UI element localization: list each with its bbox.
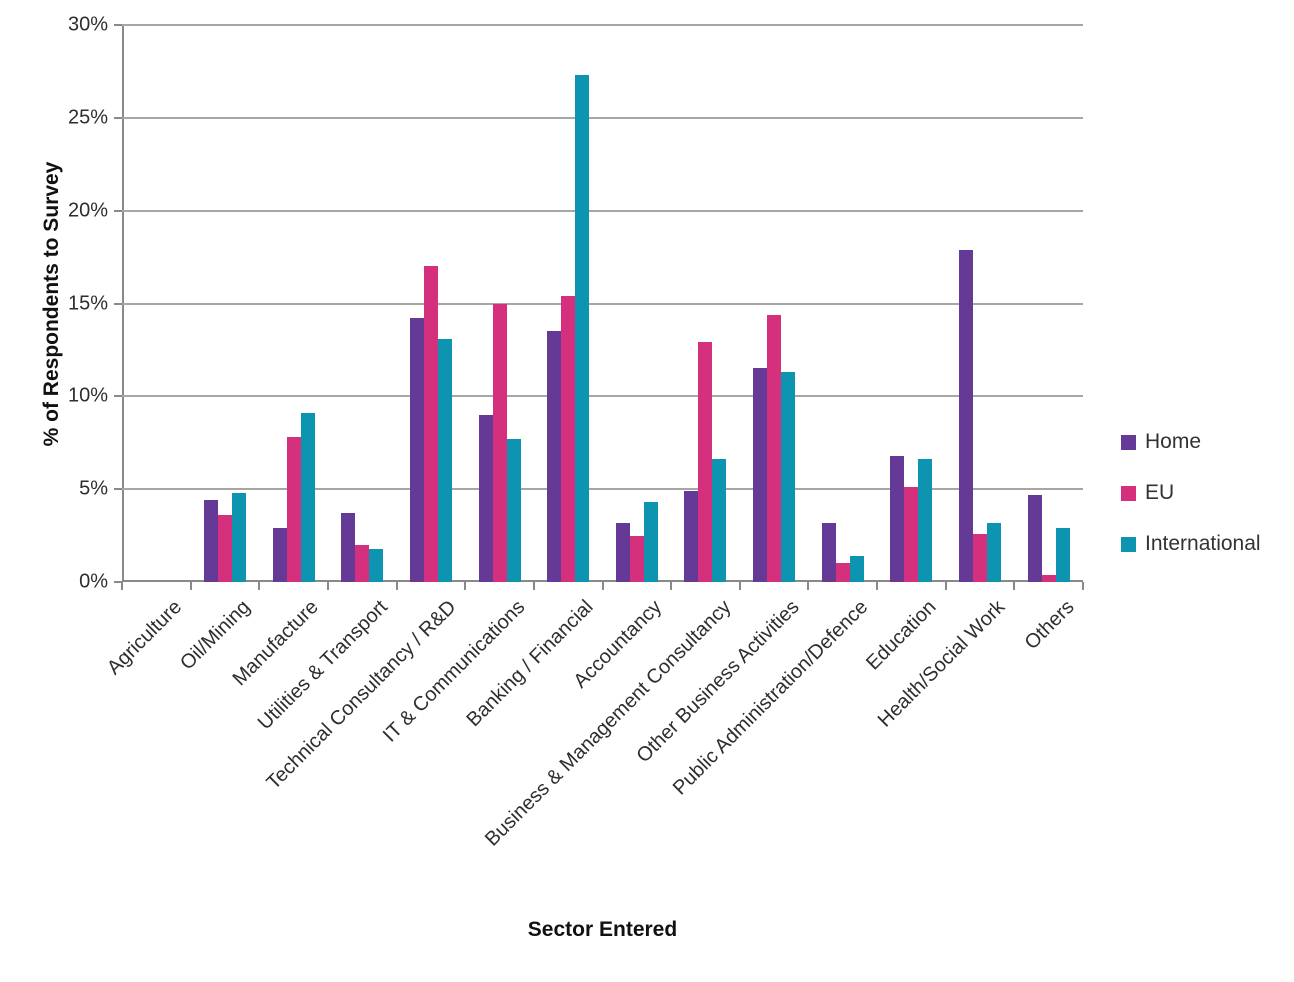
bar-eu-public-administration-defence <box>835 563 850 582</box>
x-category-label-utilities-transport: Utilities & Transport <box>253 596 392 735</box>
x-category-label-agriculture: Agriculture <box>102 596 186 680</box>
legend-swatch-home <box>1121 434 1136 450</box>
x-tick-8 <box>670 582 673 590</box>
bar-eu-business-management-consultancy <box>698 342 713 582</box>
bar-international-business-management-consultancy <box>712 459 727 582</box>
y-tick-label-15pct: 15% <box>67 292 108 314</box>
bar-eu-health-social-work <box>973 533 988 582</box>
legend-item-home: Home <box>1121 430 1261 454</box>
x-tick-10 <box>807 582 810 590</box>
x-tick-13 <box>1013 582 1016 590</box>
legend-label-eu: EU <box>1145 481 1175 504</box>
x-tick-0 <box>121 582 123 590</box>
bar-eu-it-communications <box>492 303 507 582</box>
x-category-label-banking-financial: Banking / Financial <box>462 596 598 732</box>
bar-home-health-social-work <box>959 249 974 582</box>
gridline-10pct <box>122 395 1083 398</box>
x-tick-9 <box>738 582 741 590</box>
y-tick-label-5pct: 5% <box>79 477 108 500</box>
bar-home-accountancy <box>615 522 630 582</box>
y-tick-label-10pct: 10% <box>67 384 108 407</box>
bar-eu-others <box>1041 574 1056 582</box>
bar-home-manufacture <box>272 528 287 582</box>
bar-international-other-business-activities <box>781 372 796 582</box>
bar-home-others <box>1027 494 1042 582</box>
legend-label-home: Home <box>1145 430 1202 453</box>
bar-home-banking-financial <box>547 331 562 582</box>
x-tick-2 <box>258 582 261 590</box>
x-tick-14 <box>1082 582 1084 590</box>
gridline-5pct <box>122 488 1083 491</box>
x-category-label-others: Others <box>1020 596 1079 655</box>
y-tick-0pct <box>114 581 122 583</box>
y-tick-20pct <box>114 209 122 212</box>
bar-international-it-communications <box>506 439 521 582</box>
y-tick-10pct <box>114 395 122 398</box>
bar-international-manufacture <box>300 413 315 582</box>
bar-home-oil-mining <box>203 500 218 582</box>
x-tick-7 <box>601 582 604 590</box>
bar-home-education <box>890 455 905 582</box>
bar-home-technical-consultancy-r-d <box>409 318 424 582</box>
gridline-25pct <box>122 116 1083 119</box>
x-tick-1 <box>189 582 192 590</box>
x-tick-5 <box>464 582 467 590</box>
bar-eu-other-business-activities <box>767 314 782 582</box>
gridline-30pct <box>122 24 1083 26</box>
gridline-15pct <box>122 302 1083 305</box>
x-tick-12 <box>944 582 947 590</box>
bar-international-technical-consultancy-r-d <box>437 338 452 582</box>
bar-international-health-social-work <box>987 522 1002 582</box>
x-tick-3 <box>326 582 329 590</box>
y-tick-25pct <box>114 116 122 119</box>
bar-international-others <box>1055 528 1070 582</box>
x-tick-4 <box>395 582 398 590</box>
y-tick-15pct <box>114 302 122 305</box>
bar-home-public-administration-defence <box>821 522 836 582</box>
legend-swatch-eu <box>1121 485 1136 501</box>
bar-international-banking-financial <box>575 75 590 582</box>
bar-eu-technical-consultancy-r-d <box>423 266 438 582</box>
x-category-label-health-social-work: Health/Social Work <box>874 596 1010 732</box>
x-category-label-business-management-consultancy: Business & Management Consultancy <box>480 596 736 851</box>
bar-eu-education <box>904 487 919 582</box>
bar-eu-banking-financial <box>561 296 576 582</box>
bar-international-public-administration-defence <box>849 556 864 582</box>
y-tick-label-25pct: 25% <box>67 106 108 129</box>
bar-international-accountancy <box>643 502 658 582</box>
bar-international-utilities-transport <box>369 548 384 582</box>
bar-international-education <box>918 459 933 582</box>
legend-label-international: International <box>1145 532 1261 555</box>
y-tick-30pct <box>114 24 122 26</box>
bar-home-it-communications <box>478 414 493 582</box>
x-tick-11 <box>876 582 879 590</box>
bar-eu-accountancy <box>629 535 644 582</box>
bar-eu-oil-mining <box>217 515 232 582</box>
bar-home-other-business-activities <box>753 368 768 582</box>
legend-item-international: International <box>1121 532 1261 556</box>
legend: Home EU International <box>1121 430 1261 583</box>
legend-item-eu: EU <box>1121 481 1261 505</box>
y-tick-label-0pct: 0% <box>79 570 108 593</box>
gridline-20pct <box>122 209 1083 212</box>
y-tick-5pct <box>114 488 122 491</box>
bar-eu-utilities-transport <box>355 544 370 582</box>
y-tick-label-30pct: 30% <box>67 13 108 36</box>
bar-home-utilities-transport <box>341 513 356 582</box>
bar-eu-manufacture <box>286 437 301 582</box>
y-tick-label-20pct: 20% <box>67 199 108 222</box>
bar-international-oil-mining <box>231 492 246 582</box>
x-tick-6 <box>532 582 535 590</box>
legend-swatch-international <box>1121 536 1136 552</box>
x-axis-title: Sector Entered <box>527 918 678 941</box>
bar-home-business-management-consultancy <box>684 491 699 582</box>
